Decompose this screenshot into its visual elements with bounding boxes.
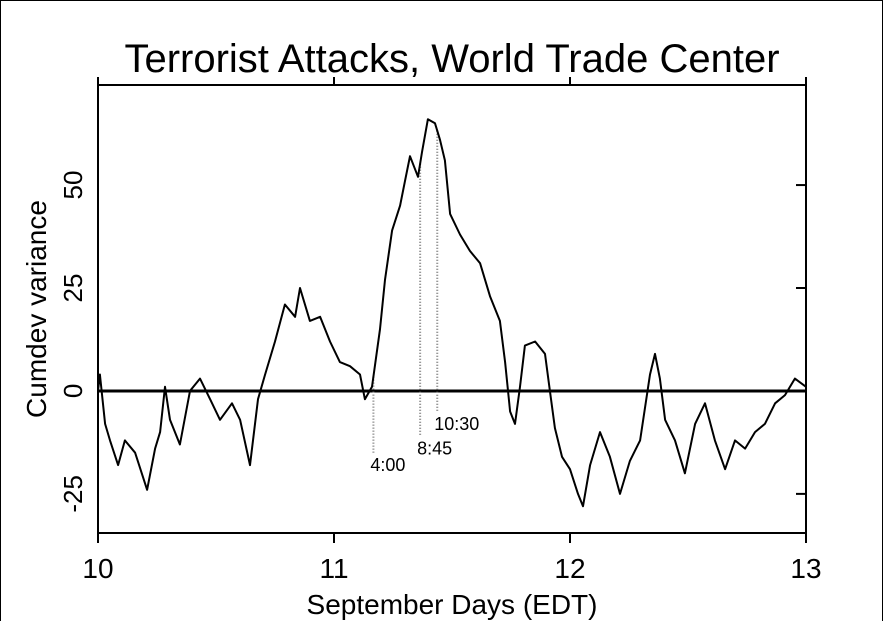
annotation-label: 8:45 — [417, 439, 452, 459]
data-line — [97, 118, 807, 508]
annotation-label: 10:30 — [434, 414, 479, 434]
y-tick-label: 50 — [58, 171, 88, 200]
y-tick-label: 25 — [58, 274, 88, 303]
x-tick-label: 10 — [82, 553, 113, 584]
x-axis-label: September Days (EDT) — [307, 589, 598, 620]
x-tick-label: 13 — [790, 553, 821, 584]
plot-frame — [97, 84, 807, 534]
y-axis-label: Cumdev variance — [21, 200, 52, 418]
x-tick-label: 11 — [319, 553, 348, 584]
y-tick-label: 0 — [58, 384, 88, 398]
chart-title: Terrorist Attacks, World Trade Center — [124, 37, 779, 81]
x-tick-label: 12 — [554, 553, 585, 584]
y-tick-label: -25 — [58, 475, 88, 513]
annotation-label: 4:00 — [370, 455, 405, 475]
